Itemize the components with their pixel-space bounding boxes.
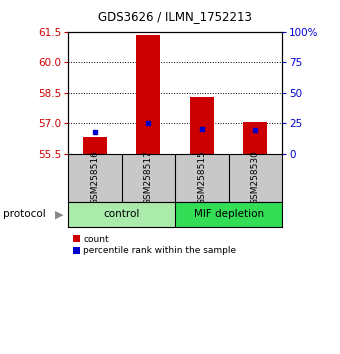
Text: ▶: ▶ [55, 210, 64, 219]
Bar [190, 97, 214, 154]
Legend: count, percentile rank within the sample: count, percentile rank within the sample [72, 235, 237, 255]
Text: protocol: protocol [3, 210, 46, 219]
Text: GSM258530: GSM258530 [251, 150, 260, 205]
Bar [136, 35, 160, 154]
Text: GSM258517: GSM258517 [144, 150, 153, 205]
Bar [243, 122, 268, 154]
FancyBboxPatch shape [175, 202, 282, 227]
Text: MIF depletion: MIF depletion [193, 210, 264, 219]
Text: control: control [103, 210, 140, 219]
FancyBboxPatch shape [68, 202, 175, 227]
Bar [83, 137, 107, 154]
Text: GDS3626 / ILMN_1752213: GDS3626 / ILMN_1752213 [98, 10, 252, 23]
Text: GSM258515: GSM258515 [198, 150, 206, 205]
Text: GSM258516: GSM258516 [90, 150, 99, 205]
